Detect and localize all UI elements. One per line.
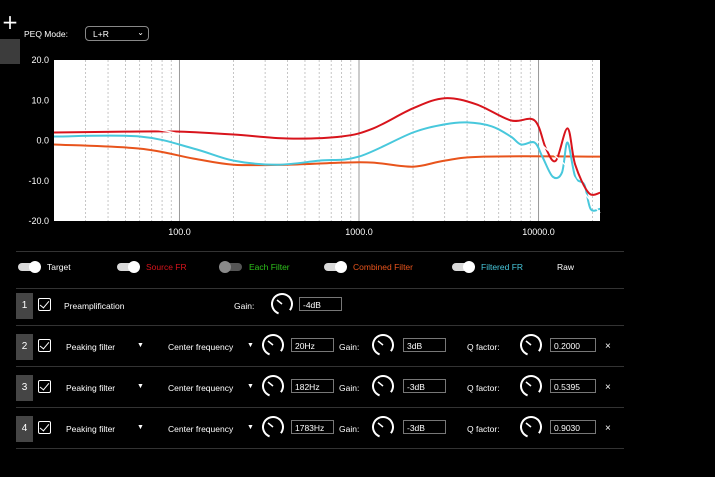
gain-input[interactable]: -4dB [299,297,342,311]
frequency-knob[interactable] [261,333,285,357]
legend-each-filter[interactable]: Each Filter [219,261,290,273]
gain-label: Gain: [339,424,360,434]
q-factor-knob[interactable] [519,415,543,439]
divider [16,288,624,289]
source-fr-toggle[interactable] [117,261,140,273]
enable-checkbox[interactable] [38,421,51,434]
q-factor-knob[interactable] [519,374,543,398]
legend-raw[interactable]: Raw [557,261,574,273]
legend-filtered-fr[interactable]: Filtered FR [452,261,523,273]
legend-combined-filter[interactable]: Combined Filter [324,261,413,273]
gain-knob[interactable] [371,374,395,398]
q-factor-input[interactable]: 0.9030 [550,420,596,434]
filter-index: 4 [16,416,33,442]
remove-filter-button[interactable]: × [605,341,611,352]
series-filtered-fr [53,121,601,212]
frequency-input[interactable]: 20Hz [291,338,334,352]
freq-mode-select[interactable]: Center frequency [168,342,234,352]
gain-label: Gain: [339,383,360,393]
filter-index: 3 [16,375,33,401]
gain-input[interactable]: -3dB [403,420,446,434]
series-source-fr [53,97,601,196]
legend-label: Filtered FR [481,262,524,272]
plot-area [54,60,600,221]
x-tick-label: 10000.0 [522,227,555,237]
caret-down-icon[interactable]: ▼ [247,383,254,390]
q-factor-label: Q factor: [467,383,500,393]
freq-mode-select[interactable]: Center frequency [168,424,234,434]
legend-label: Combined Filter [353,262,413,272]
gain-label: Gain: [339,342,360,352]
caret-down-icon[interactable]: ▼ [137,342,144,349]
divider [16,407,624,408]
gain-label: Gain: [234,301,255,311]
enable-checkbox[interactable] [38,298,51,311]
filter-row: 4 Peaking filter ▼ Center frequency ▼ 17… [16,411,624,447]
frequency-response-chart: 20.0 10.0 0.0 -10.0 -20.0 100.0 1000.0 10000.0 [28,55,601,237]
q-factor-input[interactable]: 0.5395 [550,379,596,393]
legend-label: Source FR [146,262,187,272]
divider [16,448,624,449]
filtered-fr-toggle[interactable] [452,261,475,273]
frequency-knob[interactable] [261,374,285,398]
divider [16,251,624,252]
peq-mode-value: L+R [93,29,109,39]
peq-mode-select[interactable]: L+R ⌄ [85,26,149,41]
enable-checkbox[interactable] [38,380,51,393]
legend-label: Target [47,262,71,272]
q-factor-label: Q factor: [467,424,500,434]
gain-knob[interactable] [270,292,294,316]
filter-type-select[interactable]: Peaking filter [66,383,116,393]
frequency-input[interactable]: 1783Hz [291,420,334,434]
legend-label: Each Filter [249,262,290,272]
x-tick-label: 100.0 [168,227,191,237]
q-factor-label: Q factor: [467,342,500,352]
combined-filter-toggle[interactable] [324,261,347,273]
gain-knob[interactable] [371,415,395,439]
legend-label: Raw [557,262,575,272]
legend-target[interactable]: Target [18,261,71,273]
y-tick-label: -20.0 [28,216,49,226]
filter-name: Preamplification [64,301,125,311]
gain-input[interactable]: -3dB [403,379,446,393]
target-toggle[interactable] [18,261,41,273]
y-tick-label: 0.0 [36,136,49,146]
y-tick-label: 20.0 [31,55,49,65]
caret-down-icon[interactable]: ▼ [137,424,144,431]
caret-down-icon[interactable]: ▼ [137,383,144,390]
divider [16,325,624,326]
filter-type-select[interactable]: Peaking filter [66,342,116,352]
filter-row: 3 Peaking filter ▼ Center frequency ▼ 18… [16,370,624,406]
series-combined-filter [53,143,601,168]
q-factor-knob[interactable] [519,333,543,357]
q-factor-input[interactable]: 0.2000 [550,338,596,352]
caret-down-icon[interactable]: ▼ [247,342,254,349]
each-filter-toggle[interactable] [219,261,242,273]
freq-mode-select[interactable]: Center frequency [168,383,234,393]
chevron-down-icon: ⌄ [137,28,144,37]
frequency-knob[interactable] [261,415,285,439]
divider [16,366,624,367]
gain-knob[interactable] [371,333,395,357]
remove-filter-button[interactable]: × [605,423,611,434]
add-filter-button[interactable]: + [0,10,20,34]
peq-mode-label: PEQ Mode: [24,29,68,39]
legend-source-fr[interactable]: Source FR [117,261,187,273]
gain-input[interactable]: 3dB [403,338,446,352]
filter-row-preamp: 1 Preamplification Gain: -4dB [16,288,624,324]
x-tick-label: 1000.0 [345,227,373,237]
frequency-input[interactable]: 182Hz [291,379,334,393]
caret-down-icon[interactable]: ▼ [247,424,254,431]
filter-row: 2 Peaking filter ▼ Center frequency ▼ 20… [16,329,624,365]
series-target [53,101,601,214]
filter-type-select[interactable]: Peaking filter [66,424,116,434]
side-panel-tab[interactable] [0,39,20,64]
enable-checkbox[interactable] [38,339,51,352]
y-tick-label: -10.0 [28,176,49,186]
y-tick-label: 10.0 [31,95,49,105]
filter-index: 1 [16,293,33,319]
filter-index: 2 [16,334,33,360]
remove-filter-button[interactable]: × [605,382,611,393]
